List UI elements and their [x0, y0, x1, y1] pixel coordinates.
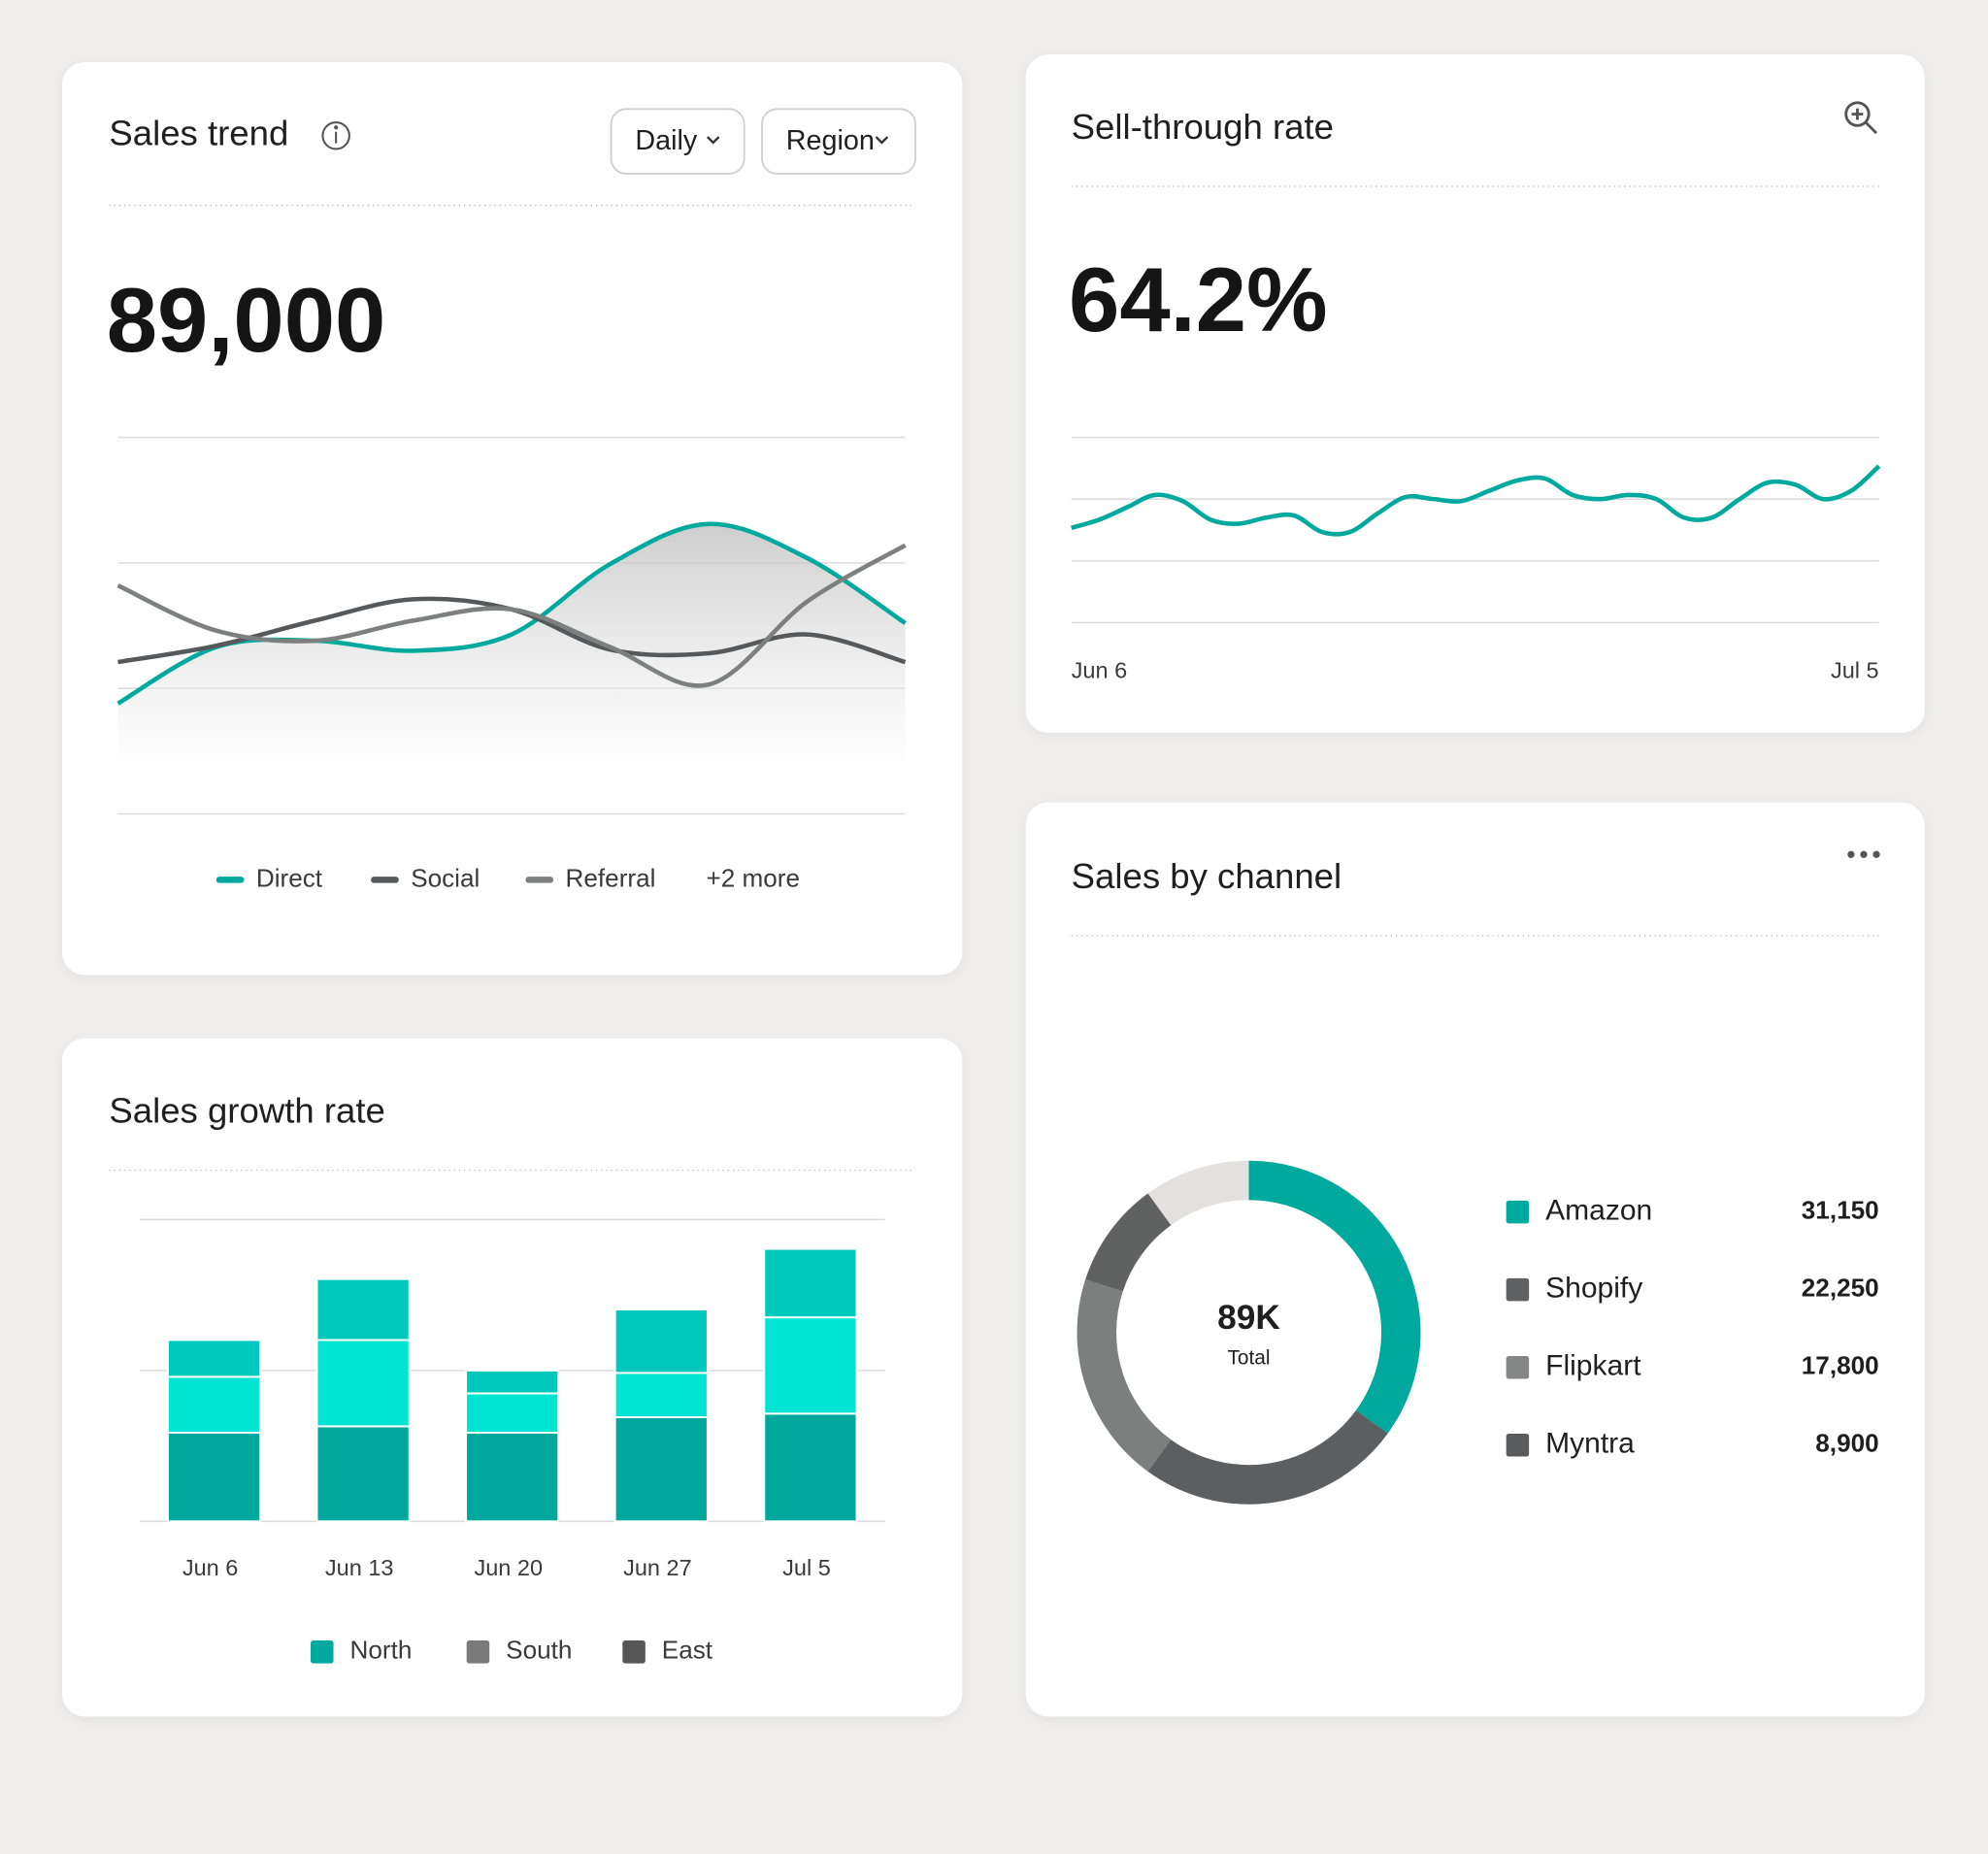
x-tick-label: Jul 5: [1831, 657, 1879, 682]
value-label: 8,900: [1815, 1429, 1878, 1458]
legend-swatch: [311, 1640, 334, 1664]
kpi-value: 89,000: [107, 269, 386, 371]
value-label: 22,250: [1802, 1274, 1879, 1303]
button-label: Daily: [635, 125, 697, 156]
legend-swatch: [1506, 1277, 1530, 1302]
card-title: Sell-through rate: [1072, 107, 1334, 147]
bar-segment: [315, 1339, 411, 1428]
bar-segment: [613, 1372, 709, 1419]
bar-segment: [166, 1431, 262, 1523]
value-label: 31,150: [1802, 1196, 1879, 1225]
bar-segment: [763, 1247, 858, 1319]
donut-caption: Total: [1227, 1347, 1270, 1370]
legend-label: Referral: [566, 863, 656, 892]
zoom-icon[interactable]: [1844, 101, 1878, 135]
area: [117, 523, 906, 777]
dropdown-button[interactable]: Region: [761, 108, 916, 175]
card-title: Sales trend: [109, 113, 288, 152]
x-tick-label: Jul 5: [782, 1555, 831, 1580]
legend-label: East: [662, 1636, 713, 1665]
legend-label: North: [350, 1636, 413, 1665]
kpi-value: 64.2%: [1069, 248, 1328, 350]
bar-segment: [613, 1308, 709, 1374]
bar-segment: [763, 1316, 858, 1415]
legend-label: Shopify: [1545, 1273, 1642, 1305]
legend-label: Amazon: [1545, 1195, 1652, 1227]
x-tick-label: Jun 20: [474, 1555, 543, 1580]
dropdown-button[interactable]: Daily: [610, 108, 746, 175]
button-label: Region: [786, 125, 875, 156]
bar-segment: [315, 1425, 411, 1523]
bar-segment: [166, 1339, 262, 1378]
bar-segment: [763, 1412, 858, 1523]
legend-swatch: [1506, 1434, 1530, 1457]
donut-total: 89K: [1217, 1299, 1280, 1337]
donut-segment: [1147, 1409, 1388, 1505]
card-title: Sales growth rate: [109, 1090, 385, 1130]
legend-label: Myntra: [1545, 1428, 1635, 1460]
legend-more: +2 more: [707, 863, 801, 892]
donut-segment: [1248, 1160, 1421, 1434]
x-tick-label: Jun 27: [623, 1555, 692, 1580]
bar-segment: [613, 1416, 709, 1523]
legend-label: Direct: [256, 863, 323, 892]
bar-segment: [465, 1392, 560, 1434]
donut-segment: [1085, 1193, 1172, 1293]
card: [62, 61, 963, 976]
line-series: [116, 543, 907, 688]
legend-label: South: [506, 1636, 572, 1665]
bar-segment: [166, 1375, 262, 1434]
card-title: Sales by channel: [1072, 856, 1342, 896]
legend-label: Flipkart: [1545, 1350, 1641, 1382]
legend-label: Social: [411, 863, 480, 892]
legend-swatch: [1506, 1355, 1530, 1379]
line-series: [116, 521, 907, 706]
x-tick-label: Jun 6: [182, 1555, 239, 1580]
line-series: [1071, 464, 1881, 537]
info-icon[interactable]: [321, 120, 350, 150]
value-label: 17,800: [1802, 1351, 1879, 1380]
x-tick-label: Jun 13: [325, 1555, 394, 1580]
bar-segment: [465, 1369, 560, 1395]
legend-swatch: [622, 1640, 646, 1664]
legend-swatch: [1506, 1200, 1530, 1224]
legend-swatch: [466, 1640, 490, 1664]
x-tick-label: Jun 6: [1072, 657, 1128, 682]
card: [1025, 802, 1925, 1717]
card: [1025, 54, 1925, 733]
bar-segment: [465, 1431, 560, 1523]
bar-segment: [315, 1277, 411, 1341]
donut-segment: [1077, 1279, 1172, 1472]
more-menu[interactable]: [1847, 850, 1880, 858]
